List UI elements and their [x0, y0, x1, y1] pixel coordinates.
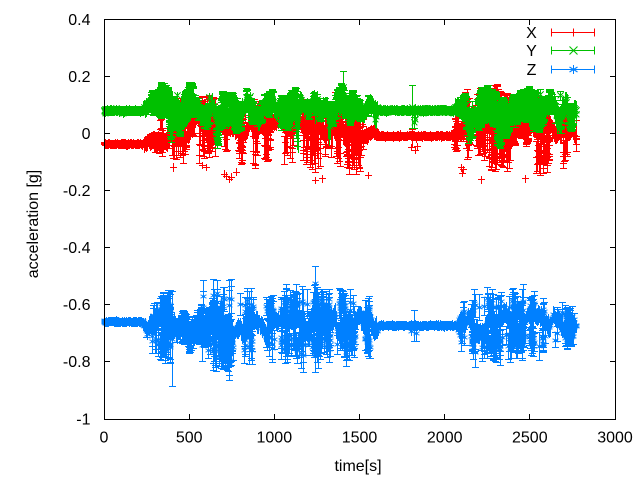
svg-text:3000: 3000	[597, 430, 633, 447]
svg-text:acceleration [g]: acceleration [g]	[25, 170, 42, 279]
svg-text:0.2: 0.2	[68, 69, 90, 86]
svg-text:Z: Z	[527, 62, 537, 79]
svg-text:time[s]: time[s]	[334, 458, 381, 475]
svg-text:-0.8: -0.8	[63, 354, 91, 371]
svg-text:0: 0	[82, 126, 91, 143]
svg-text:X: X	[526, 25, 537, 42]
svg-text:-0.6: -0.6	[63, 297, 91, 314]
svg-text:-1: -1	[76, 411, 90, 428]
svg-text:1500: 1500	[342, 430, 378, 447]
svg-text:500: 500	[176, 430, 203, 447]
svg-text:0.4: 0.4	[68, 12, 90, 29]
svg-text:1000: 1000	[257, 430, 293, 447]
svg-text:0: 0	[100, 430, 109, 447]
svg-text:2500: 2500	[512, 430, 548, 447]
svg-text:-0.4: -0.4	[63, 240, 91, 257]
svg-text:Y: Y	[526, 43, 537, 60]
svg-text:2000: 2000	[427, 430, 463, 447]
svg-text:-0.2: -0.2	[63, 183, 91, 200]
